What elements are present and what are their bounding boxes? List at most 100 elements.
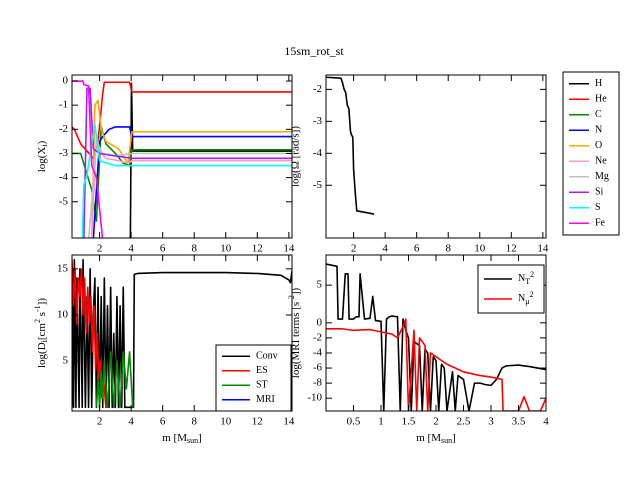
x-tick-label: 3.5	[512, 416, 526, 428]
series-line	[81, 123, 292, 238]
y-tick-label: -4	[313, 147, 323, 159]
series-line	[326, 263, 546, 411]
y-axis-label-part: ])	[36, 298, 48, 306]
x-tick-label: 2	[433, 416, 439, 428]
y-axis-label-part: i	[40, 144, 49, 147]
y-tick-label: -3	[59, 147, 69, 159]
legend-label: ES	[256, 365, 268, 376]
legend-label-part: N	[518, 293, 525, 304]
legend-label: ST	[256, 380, 268, 391]
y-tick-label: -3	[313, 115, 323, 127]
y-tick-label: -2	[313, 83, 322, 95]
series-line	[83, 87, 292, 238]
y-tick-label: -2	[313, 331, 322, 343]
y-tick-label: -8	[313, 377, 323, 389]
series-line	[95, 351, 134, 409]
legend-label-part: 2	[530, 290, 534, 299]
x-tick-label: 3	[488, 416, 494, 428]
x-tick-label: 10	[220, 243, 232, 255]
y-axis-label-part: i	[40, 339, 49, 342]
x-axis-label-part: m [M	[162, 432, 187, 444]
x-tick-label: 4	[382, 243, 388, 255]
x-tick-label: 12	[506, 243, 517, 255]
x-tick-label: 2.5	[457, 416, 471, 428]
legend-label: Mg	[595, 171, 609, 182]
x-axis-label-part: sun	[441, 436, 452, 445]
x-tick-label: 12	[252, 243, 263, 255]
x-tick-label: 2	[97, 416, 103, 428]
y-tick-label: -4	[313, 347, 323, 359]
series-line	[72, 259, 107, 408]
plot-frame	[325, 74, 547, 239]
legend-label: Conv	[256, 351, 278, 362]
y-axis-label-part: 2	[33, 319, 42, 323]
x-tick-label: 8	[191, 416, 197, 428]
y-axis-label: log(Ω [rad/s])	[290, 126, 302, 187]
legend-box	[562, 71, 620, 236]
y-axis-label-part: -1	[33, 305, 42, 312]
legend-label: MRI	[256, 394, 275, 405]
y-axis-label-part: [cm	[36, 323, 48, 341]
x-tick-label: 8	[445, 243, 451, 255]
series-line	[87, 140, 292, 238]
series-line	[72, 80, 104, 238]
legend-label: C	[595, 109, 602, 120]
y-tick-label: 15	[57, 262, 69, 274]
x-axis-label: m [Msun]	[162, 432, 202, 445]
legend-label: Nμ2	[518, 290, 534, 306]
y-axis-label: log(Di[cm2 s-1])	[33, 298, 49, 368]
y-axis-label-part: s	[36, 312, 48, 319]
legend-label-part: T	[525, 277, 530, 286]
legend-label: H	[595, 78, 602, 89]
y-tick-label: -4	[59, 171, 69, 183]
series-line	[129, 82, 292, 238]
legend-label: Fe	[595, 218, 606, 229]
legend-label-part: μ	[525, 297, 529, 306]
y-tick-label: 5	[317, 279, 323, 291]
x-axis-label-part: m [M	[416, 432, 441, 444]
legend-label: Ne	[595, 156, 607, 167]
y-axis-label: log(MRI terms [s-2])	[287, 287, 302, 378]
x-tick-label: 10	[474, 243, 486, 255]
x-axis-label-part: sun	[187, 436, 198, 445]
legend-box	[477, 264, 545, 314]
x-tick-label: 14	[537, 243, 549, 255]
x-axis-label-part: ]	[198, 432, 202, 444]
y-tick-label: 0	[63, 75, 69, 87]
plot-frame	[71, 254, 293, 412]
y-tick-label: -1	[59, 99, 68, 111]
series-line	[92, 126, 292, 238]
legend-label: S	[595, 202, 601, 213]
series-line	[326, 76, 375, 215]
y-tick-label: 5	[63, 355, 69, 367]
series-line	[91, 133, 292, 238]
x-tick-label: 4	[128, 416, 134, 428]
x-axis-label-part: ]	[452, 432, 456, 444]
x-tick-label: 6	[160, 243, 166, 255]
y-axis-label-part: -2	[287, 295, 296, 302]
y-tick-label: -2	[59, 123, 68, 135]
legend-label-part: 2	[530, 270, 534, 279]
y-tick-label: -5	[313, 179, 323, 191]
y-tick-label: -10	[307, 392, 322, 404]
plot-frame	[71, 74, 293, 239]
y-tick-label: -6	[313, 362, 323, 374]
legend-box	[215, 344, 292, 412]
y-tick-label: -5	[59, 195, 69, 207]
x-tick-label: 0.5	[347, 416, 361, 428]
y-axis-label: log(Xi)	[36, 140, 49, 172]
figure-title: 15sm_rot_st	[284, 44, 344, 58]
x-tick-label: 8	[191, 243, 197, 255]
x-tick-label: 14	[283, 243, 295, 255]
x-tick-label: 2	[351, 243, 357, 255]
y-axis-label-part: log(MRI terms [s	[290, 302, 302, 378]
legend-label: NT2	[518, 270, 534, 286]
x-axis-label: m [Msun]	[416, 432, 456, 445]
x-tick-label: 10	[220, 416, 232, 428]
x-tick-label: 4	[543, 416, 549, 428]
series-line	[326, 318, 546, 411]
x-tick-label: 1.5	[402, 416, 416, 428]
x-tick-label: 2	[97, 243, 103, 255]
x-tick-label: 14	[283, 416, 295, 428]
